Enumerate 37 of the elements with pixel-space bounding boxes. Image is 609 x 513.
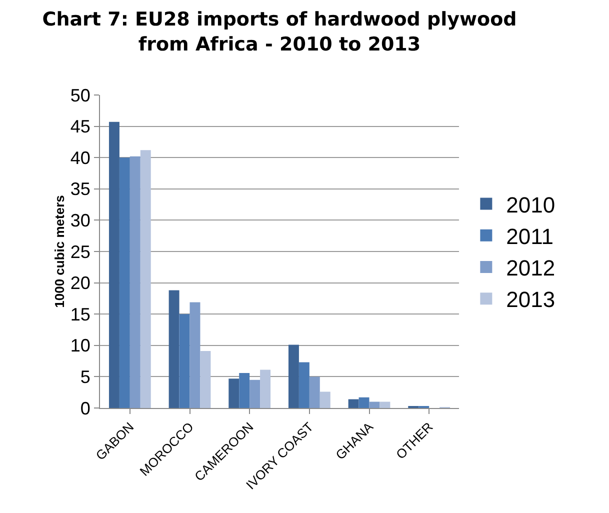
bar <box>140 150 151 408</box>
legend-label: 2012 <box>506 256 556 281</box>
bar <box>348 399 359 408</box>
y-tick-label: 25 <box>70 242 90 262</box>
bar <box>380 402 390 408</box>
bar <box>369 402 380 408</box>
bar <box>168 290 180 408</box>
legend-label: 2013 <box>506 287 556 312</box>
chart-title: Chart 7: EU28 imports of hardwood plywood from Africa - 2010 to 2013 <box>42 8 517 56</box>
bar <box>358 397 370 408</box>
y-tick-label: 5 <box>80 367 90 387</box>
bar <box>260 370 271 408</box>
bar <box>119 158 130 408</box>
y-tick-label: 30 <box>70 210 90 230</box>
y-tick-label: 10 <box>70 336 90 356</box>
y-tick-label: 50 <box>70 85 90 106</box>
y-tick-label: 45 <box>70 116 90 137</box>
bar <box>200 351 211 408</box>
bar <box>288 344 299 408</box>
y-tick-label: 40 <box>70 148 90 168</box>
bar <box>309 376 320 408</box>
legend-label: 2011 <box>506 224 554 249</box>
legend-label: 2010 <box>506 192 556 218</box>
y-tick-label: 0 <box>80 398 90 418</box>
y-axis-title: 1000 cubic meters <box>52 195 67 308</box>
bar <box>190 302 200 408</box>
bar <box>239 372 250 408</box>
bar <box>320 392 330 408</box>
y-tick-label: 20 <box>70 273 90 294</box>
bar <box>130 156 140 408</box>
y-tick-label: 15 <box>70 304 90 324</box>
bar <box>228 378 240 408</box>
bar <box>298 362 310 408</box>
bar <box>250 380 260 408</box>
y-tick-label: 35 <box>70 179 90 200</box>
bar <box>108 122 120 408</box>
bar <box>179 314 190 408</box>
